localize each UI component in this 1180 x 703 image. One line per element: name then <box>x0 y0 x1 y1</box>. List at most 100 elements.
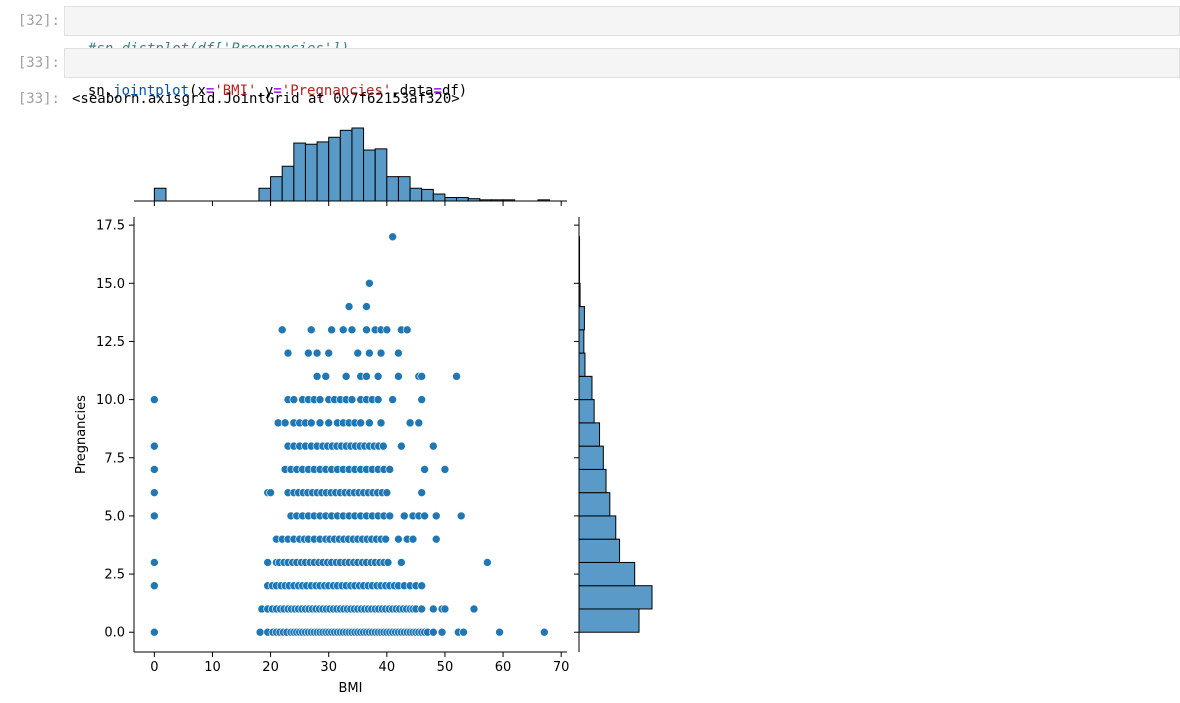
y-hist-bar <box>578 399 595 424</box>
code-token: jointplot <box>113 83 190 99</box>
scatter-point <box>312 348 322 358</box>
y-tick-label: 0.0 <box>104 626 125 641</box>
scatter-point <box>408 534 418 544</box>
scatter-point <box>365 278 374 288</box>
scatter-point <box>341 372 351 381</box>
scatter-point <box>417 372 426 381</box>
y-hist-bar <box>578 515 617 540</box>
axes-layer: 0 10 20 30 40 50 60 70 0.0 2.5 5.0 7.5 10.0 12.5 15.0 1… <box>74 200 580 696</box>
scatter-point <box>150 511 159 521</box>
y-hist-bar <box>578 492 611 517</box>
scatter-point <box>362 302 371 311</box>
scatter-point <box>402 325 412 335</box>
cell-33-input[interactable]: sn.jointplot(x='BMI',y='Pregnancies',dat… <box>64 48 1180 99</box>
x-tick-label: 20 <box>262 660 279 675</box>
code-token: = <box>433 83 442 99</box>
scatter-point <box>440 604 450 614</box>
scatter-point <box>347 395 357 404</box>
scatter-point <box>381 534 390 544</box>
x-hist-bar <box>409 187 423 202</box>
scatter-point <box>417 488 426 497</box>
scatter-point <box>327 325 336 335</box>
scatter-point <box>459 627 468 637</box>
scatter-point <box>150 488 159 497</box>
x-hist-bar <box>258 187 272 202</box>
scatter-point <box>429 441 438 451</box>
y-tick-label: 7.5 <box>104 451 125 466</box>
code-token: (x <box>189 83 206 99</box>
x-tick-label: 0 <box>150 660 158 675</box>
scatter-point <box>266 488 275 497</box>
scatter-point <box>324 418 334 428</box>
code-token: ,y <box>256 83 274 99</box>
x-hist-bar <box>304 143 318 202</box>
y-axis-label: Pregnancies <box>74 395 89 474</box>
x-hist-bar <box>293 142 306 202</box>
scatter-point <box>304 348 313 358</box>
scatter-point <box>365 418 374 428</box>
scatter-point <box>255 627 265 637</box>
x-hist-bar <box>456 197 469 202</box>
x-hist-bar <box>281 165 295 202</box>
x-hist-bar <box>339 129 353 202</box>
scatter-point <box>283 348 293 358</box>
cell-32-prompt: [32]: <box>17 13 60 29</box>
scatter-point <box>429 627 438 637</box>
y-tick-label: 5.0 <box>104 509 125 524</box>
scatter-point <box>397 441 406 451</box>
scatter-point <box>456 511 466 521</box>
scatter-point <box>483 558 492 567</box>
code-token: 'BMI' <box>214 83 257 99</box>
code-token: sn. <box>87 83 114 99</box>
x-tick-label: 60 <box>495 660 512 675</box>
scatter-point <box>540 627 549 637</box>
scatter-point <box>431 511 441 521</box>
scatter-point <box>388 395 397 404</box>
scatter-point <box>280 418 290 428</box>
scatter-point <box>414 418 424 428</box>
x-hist-bar <box>374 148 388 202</box>
scatter-point <box>150 395 159 404</box>
scatter-point <box>382 488 392 497</box>
scatter-point <box>394 534 403 544</box>
scatter-point <box>417 581 426 591</box>
scatter-point <box>397 558 406 567</box>
x-marginal-histogram <box>153 127 551 202</box>
cell-output-text: <seaborn.axisgrid.JointGrid at 0x7f62153… <box>72 91 460 107</box>
scatter-point <box>373 395 383 404</box>
y-tick-label: 17.5 <box>96 219 125 234</box>
x-tick-label: 10 <box>204 660 221 675</box>
scatter-point <box>440 465 450 474</box>
scatter-point <box>469 604 479 614</box>
x-hist-bar <box>153 187 167 202</box>
x-tick-label: 40 <box>379 660 396 675</box>
scatter-point <box>420 511 429 521</box>
scatter-point <box>431 534 441 544</box>
y-marginal-histogram <box>578 236 653 633</box>
code-token: 'Pregnancies' <box>281 83 392 99</box>
y-hist-bar <box>578 538 621 563</box>
y-tick-label: 10.0 <box>96 393 125 408</box>
scatter-point <box>388 232 397 242</box>
cell-32-input[interactable]: #sn.distplot(df['Pregnancies']) <box>64 6 1180 57</box>
x-hist-bar <box>432 193 446 202</box>
code-token: df) <box>441 83 468 99</box>
scatter-point <box>344 302 354 311</box>
scatter-point <box>376 418 386 428</box>
y-hist-bar <box>578 468 607 494</box>
y-tick-label: 2.5 <box>104 568 125 583</box>
scatter-point <box>417 604 426 614</box>
scatter-point <box>405 418 415 428</box>
y-tick-label: 15.0 <box>96 277 125 292</box>
x-tick-label: 70 <box>553 660 570 675</box>
scatter-point <box>383 558 393 567</box>
scatter-point <box>150 441 159 451</box>
y-hist-bar <box>578 375 593 401</box>
x-hist-bar <box>351 127 365 202</box>
scatter-point <box>347 325 357 335</box>
scatter-point <box>379 441 388 451</box>
scatter-point <box>437 627 447 637</box>
x-tick-label: 30 <box>320 660 337 675</box>
scatter-point <box>385 511 395 521</box>
y-hist-bar <box>578 561 636 587</box>
